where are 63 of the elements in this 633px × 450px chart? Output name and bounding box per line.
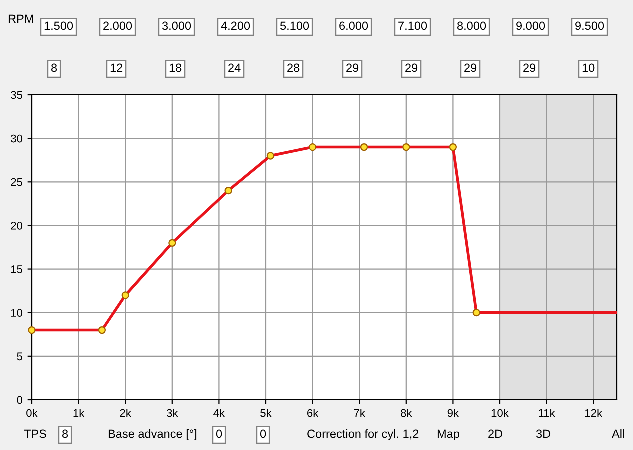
text: 9.000 (516, 22, 546, 30)
y-tick-label: 30 (11, 134, 23, 143)
point (168, 239, 176, 247)
x-tick-label: 5k (260, 409, 272, 418)
point (449, 143, 458, 152)
point (266, 152, 274, 160)
x-tick-label: 11k (539, 409, 556, 418)
x-tick-label: 9k (448, 409, 460, 418)
text: 29 (524, 64, 536, 72)
text: 1.500 (44, 22, 74, 30)
text: TPS (24, 430, 46, 438)
text: 7.100 (398, 22, 428, 30)
x-tick-label: 7k (354, 409, 366, 418)
text: 5.100 (280, 22, 310, 30)
x-tick-label: 8k (401, 409, 412, 418)
x-tick-label: 0k (26, 409, 38, 418)
text: 2.000 (104, 22, 132, 30)
y-tick-label: 5 (17, 352, 23, 361)
text: 28 (288, 64, 300, 72)
point (98, 326, 106, 334)
text: 6.000 (340, 22, 368, 30)
x-tick-label: 4k (214, 409, 226, 418)
text: All (612, 429, 624, 438)
x-tick-label: 12k (585, 409, 603, 418)
point (360, 143, 368, 152)
text: 3D (536, 430, 551, 438)
text: 8 (62, 430, 68, 438)
text: Base advance [°] (108, 429, 197, 441)
y-tick-label: 10 (11, 309, 23, 317)
point (122, 292, 130, 300)
text: Correction for cyl. 1,2 (308, 429, 419, 441)
text: 2D (488, 430, 503, 438)
point (224, 187, 232, 195)
text: RPM (8, 14, 34, 24)
text: 24 (228, 64, 241, 72)
point (472, 309, 480, 317)
text: 4.200 (221, 22, 250, 30)
y-tick-label: 35 (11, 91, 23, 100)
x-tick-label: 6k (307, 409, 319, 418)
text: 29 (464, 64, 477, 72)
x-tick-label: 2k (120, 409, 132, 418)
y-tick-label: 20 (11, 222, 23, 230)
text: 8.000 (458, 22, 486, 30)
text: 10 (582, 64, 595, 72)
text: Map (438, 430, 460, 441)
text: 18 (170, 64, 182, 72)
y-tick-label: 0 (17, 396, 23, 404)
text: 3.000 (162, 22, 192, 30)
text: 8 (52, 64, 58, 72)
text: 29 (406, 64, 418, 72)
x-tick-label: 10k (492, 409, 509, 418)
text: 12 (110, 64, 123, 72)
point (28, 326, 36, 334)
y-tick-label: 25 (11, 178, 23, 186)
text: 29 (346, 64, 359, 72)
point (402, 143, 410, 152)
text: 9.500 (576, 22, 604, 30)
x-tick-label: 1k (74, 409, 85, 418)
point (308, 143, 317, 152)
x-tick-label: 3k (166, 409, 178, 418)
text: 0 (216, 430, 222, 438)
text: 0 (260, 430, 266, 438)
y-tick-label: 15 (11, 266, 23, 274)
